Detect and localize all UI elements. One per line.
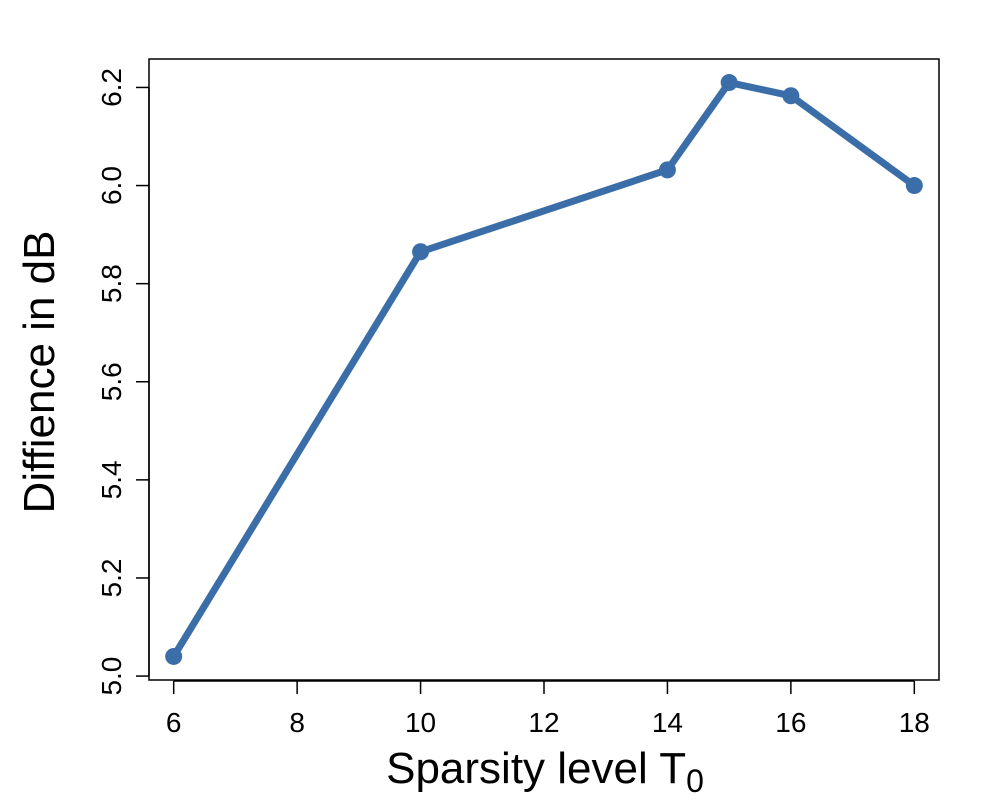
x-tick-label: 12: [528, 707, 559, 738]
x-tick-label: 16: [775, 707, 806, 738]
x-axis-title: Sparsity level T0: [386, 744, 704, 799]
data-point: [165, 647, 183, 665]
x-axis-title-subscript: 0: [686, 763, 704, 799]
y-tick-label: 5.8: [96, 264, 127, 303]
y-axis-title: Diffience in dB: [15, 231, 64, 514]
y-tick-label: 5.4: [96, 460, 127, 499]
series-line: [170, 79, 918, 660]
series-layer: [165, 74, 923, 665]
x-axis: 6 8 10 12 14 16 18: [166, 680, 930, 738]
x-tick-label: 14: [652, 707, 683, 738]
x-tick-label: 18: [899, 707, 930, 738]
y-axis: 5.0 5.2 5.4 5.6 5.8 6.0 6.2: [96, 68, 150, 696]
data-point: [905, 177, 923, 195]
x-tick-label: 8: [289, 707, 305, 738]
data-point: [412, 243, 430, 261]
x-tick-label: 6: [166, 707, 182, 738]
data-point: [658, 161, 676, 179]
y-tick-label: 5.2: [96, 559, 127, 598]
x-axis-title-main: Sparsity level T: [386, 744, 686, 793]
x-tick-label: 10: [405, 707, 436, 738]
y-tick-label: 6.0: [96, 166, 127, 205]
y-tick-label: 6.2: [96, 68, 127, 107]
plot-frame: [148, 58, 940, 681]
y-tick-label: 5.6: [96, 362, 127, 401]
y-tick-label: 5.0: [96, 657, 127, 696]
data-point: [782, 87, 800, 105]
data-point: [720, 74, 738, 92]
